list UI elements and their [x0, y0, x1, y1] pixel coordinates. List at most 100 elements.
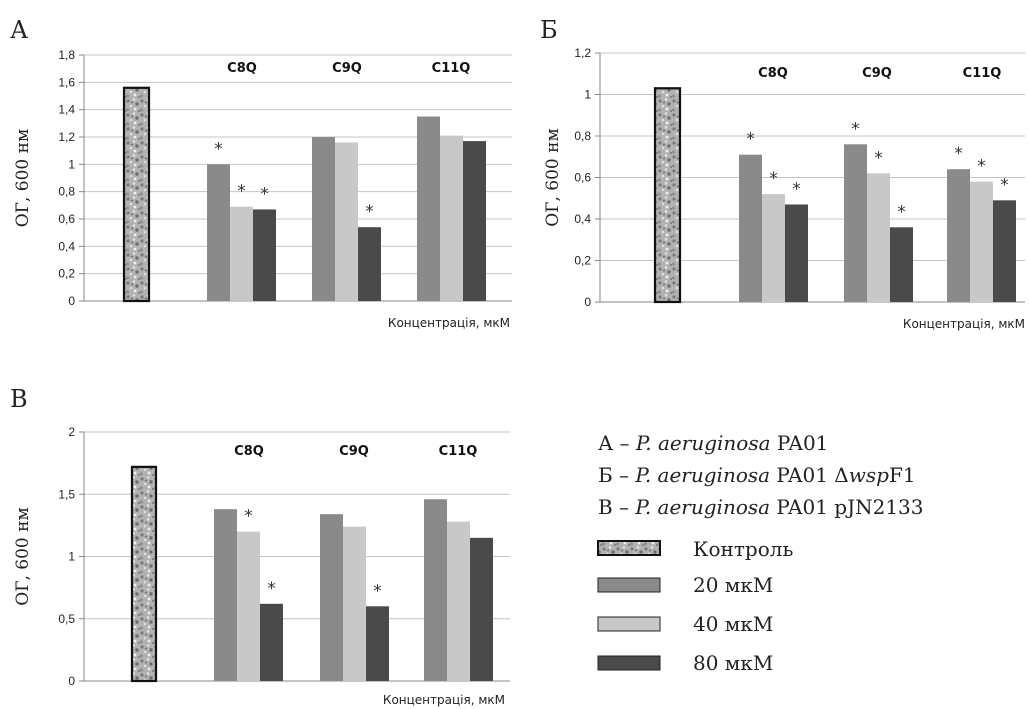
- legend-swatch-40: [597, 616, 661, 632]
- group-label: C9Q: [339, 444, 369, 459]
- bar-c80: [993, 200, 1016, 302]
- y-axis-label: ОГ, 600 нм: [13, 507, 33, 605]
- significance-asterisk: *: [792, 179, 801, 199]
- legend-strain-a: А – P. aeruginosa PA01: [598, 431, 828, 455]
- group-label: C11Q: [963, 66, 1002, 81]
- significance-asterisk: *: [214, 139, 223, 159]
- group-label: C11Q: [439, 444, 478, 459]
- significance-asterisk: *: [769, 169, 778, 189]
- chart-panel-b: Б 0 0,2 0,4 0,6 0,8 1 1,2 ОГ, 600 нм Концентрація…: [540, 16, 1025, 331]
- significance-asterisk: *: [237, 182, 246, 202]
- legend-swatch-80: [597, 655, 661, 671]
- bar-control: [130, 465, 158, 683]
- bar-c20: [207, 164, 230, 301]
- y-tick-label: 0: [68, 674, 75, 688]
- bar-c20: [739, 154, 762, 302]
- y-tick-label: 1,2: [574, 46, 591, 60]
- chart-panel-c: В 0 0,5 1 1,5 2 ОГ, 600 нм Концентрація, мкМ C8Q…: [10, 385, 510, 707]
- bar-c20: [312, 137, 335, 301]
- y-axis-label: ОГ, 600 нм: [543, 128, 563, 226]
- significance-asterisk: *: [874, 148, 883, 168]
- bar-c80: [358, 227, 381, 301]
- y-tick-label: 0,4: [58, 239, 75, 253]
- significance-asterisk: *: [244, 507, 253, 527]
- group-label: C8Q: [758, 66, 788, 81]
- y-tick-label: 0,8: [58, 185, 75, 199]
- bar-c80: [260, 603, 283, 681]
- y-tick-label: 2: [68, 425, 75, 439]
- legend-label-20: 20 мкМ: [693, 573, 773, 597]
- significance-asterisk: *: [373, 581, 382, 601]
- bar-c40: [970, 181, 993, 302]
- legend-label-control: Контроль: [693, 537, 793, 561]
- y-tick-label: 0,8: [574, 129, 591, 143]
- y-tick-label: 1,6: [58, 75, 75, 89]
- y-tick-label: 0,4: [574, 212, 591, 226]
- bar-c80: [366, 606, 389, 681]
- legend-strain-c: В – P. aeruginosa PA01 pJN2133: [598, 495, 924, 519]
- legend-label-80: 80 мкМ: [693, 651, 773, 675]
- legend-swatch-20: [597, 577, 661, 593]
- significance-asterisk: *: [260, 184, 269, 204]
- bar-c40: [343, 526, 366, 681]
- group-label: C9Q: [332, 61, 362, 76]
- bar-c80: [890, 227, 913, 302]
- bar-control: [122, 86, 151, 303]
- bar-c40: [867, 173, 890, 302]
- bar-c40: [440, 135, 463, 301]
- y-tick-label: 1,4: [58, 103, 75, 117]
- bar-c80: [253, 209, 276, 301]
- y-tick-label: 1: [68, 550, 75, 564]
- bar-c20: [844, 144, 867, 302]
- bar-c40: [762, 194, 785, 302]
- group-label: C11Q: [432, 61, 471, 76]
- significance-asterisk: *: [267, 579, 276, 599]
- x-axis-label: Концентрація, мкМ: [383, 693, 505, 707]
- significance-asterisk: *: [897, 202, 906, 222]
- y-axis-label: ОГ, 600 нм: [13, 129, 33, 227]
- chart-panel-a: А 0 0,2 0,4 0,6 0,8 1 1,2 1,4 1,6 1,8 ОГ, 600 нм Кон…: [10, 16, 512, 330]
- y-tick-label: 1,8: [58, 48, 75, 62]
- x-axis-label: Концентрація, мкМ: [903, 317, 1025, 331]
- bar-control: [653, 87, 682, 304]
- bar-c80: [470, 537, 493, 681]
- y-tick-label: 1: [584, 88, 591, 102]
- y-tick-label: 1: [68, 157, 75, 171]
- significance-asterisk: *: [1000, 175, 1009, 195]
- bar-c20: [424, 499, 447, 681]
- panel-letter: Б: [540, 16, 558, 44]
- group-label: C8Q: [227, 61, 257, 76]
- legend-label-40: 40 мкМ: [693, 612, 773, 636]
- legend-strain-b: Б – P. aeruginosa PA01 ΔwspF1: [598, 463, 916, 487]
- y-tick-label: 0,6: [58, 212, 75, 226]
- y-tick-label: 0,5: [58, 612, 75, 626]
- y-tick-label: 0,6: [574, 171, 591, 185]
- bar-c20: [320, 514, 343, 681]
- x-axis-label: Концентрація, мкМ: [388, 316, 510, 330]
- panel-letter: В: [10, 385, 28, 413]
- bar-c80: [785, 204, 808, 302]
- legend-swatch-control: [597, 540, 661, 556]
- y-tick-label: 1,5: [58, 487, 75, 501]
- significance-asterisk: *: [851, 119, 860, 139]
- bar-c20: [947, 169, 970, 302]
- y-tick-label: 1,2: [58, 130, 75, 144]
- group-label: C8Q: [234, 444, 264, 459]
- group-label: C9Q: [862, 66, 892, 81]
- panel-letter: А: [10, 16, 28, 44]
- y-tick-label: 0,2: [574, 254, 591, 268]
- bar-c20: [214, 509, 237, 681]
- bar-c20: [417, 116, 440, 301]
- bar-c40: [237, 531, 260, 681]
- significance-asterisk: *: [365, 202, 374, 222]
- bar-c80: [463, 141, 486, 301]
- bar-c40: [335, 142, 358, 301]
- significance-asterisk: *: [977, 157, 986, 177]
- y-tick-label: 0: [584, 295, 591, 309]
- legend: А – P. aeruginosa PA01 Б – P. aeruginosa…: [597, 431, 924, 675]
- significance-asterisk: *: [954, 144, 963, 164]
- y-tick-label: 0: [68, 294, 75, 308]
- y-tick-label: 0,2: [58, 267, 75, 281]
- bar-c40: [230, 206, 253, 301]
